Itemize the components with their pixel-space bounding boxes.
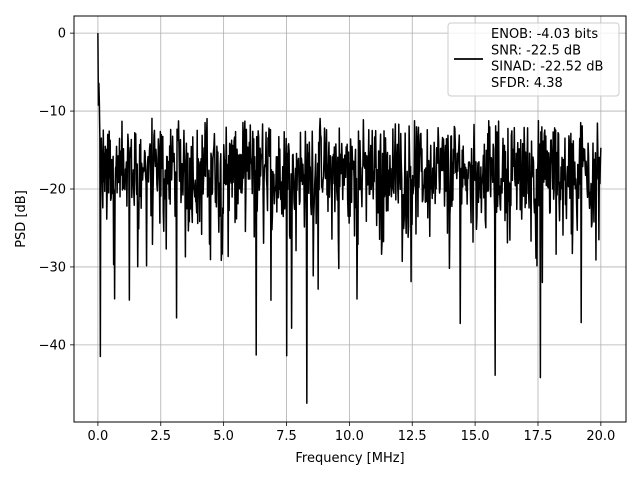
x-tick-label: 20.0 [586, 429, 615, 444]
x-axis-label: Frequency [MHz] [295, 451, 404, 466]
x-tick-label: 0.0 [88, 429, 109, 444]
y-axis: 0 −10 −20 −30 −40 [39, 27, 74, 353]
x-tick-label: 17.5 [524, 429, 553, 444]
x-tick-label: 5.0 [213, 429, 234, 444]
legend-box [447, 22, 620, 97]
y-tick-label: −30 [39, 260, 66, 275]
psd-series-line [97, 33, 602, 405]
y-tick-label: −40 [39, 338, 66, 353]
y-tick-label: −20 [39, 182, 66, 197]
x-tick-label: 15.0 [461, 429, 490, 444]
y-tick-label: −10 [39, 105, 66, 120]
axes-frame [73, 15, 627, 423]
legend-sfdr: SFDR: 4.38 [491, 76, 563, 91]
x-tick-label: 2.5 [150, 429, 171, 444]
y-tick-label: 0 [58, 27, 66, 42]
series-layer [97, 33, 602, 405]
legend-sinad: SINAD: -22.52 dB [491, 60, 603, 75]
x-tick-label: 7.5 [276, 429, 297, 444]
legend-snr: SNR: -22.5 dB [491, 43, 581, 58]
x-tick-label: 10.0 [335, 429, 364, 444]
legend-enob: ENOB: -4.03 bits [491, 27, 598, 42]
legend: ENOB: -4.03 bits SNR: -22.5 dB SINAD: -2… [447, 22, 620, 97]
x-axis: 0.0 2.5 5.0 7.5 10.0 12.5 15.0 17.5 20.0 [88, 422, 615, 444]
y-axis-label: PSD [dB] [14, 190, 29, 248]
x-tick-label: 12.5 [398, 429, 427, 444]
